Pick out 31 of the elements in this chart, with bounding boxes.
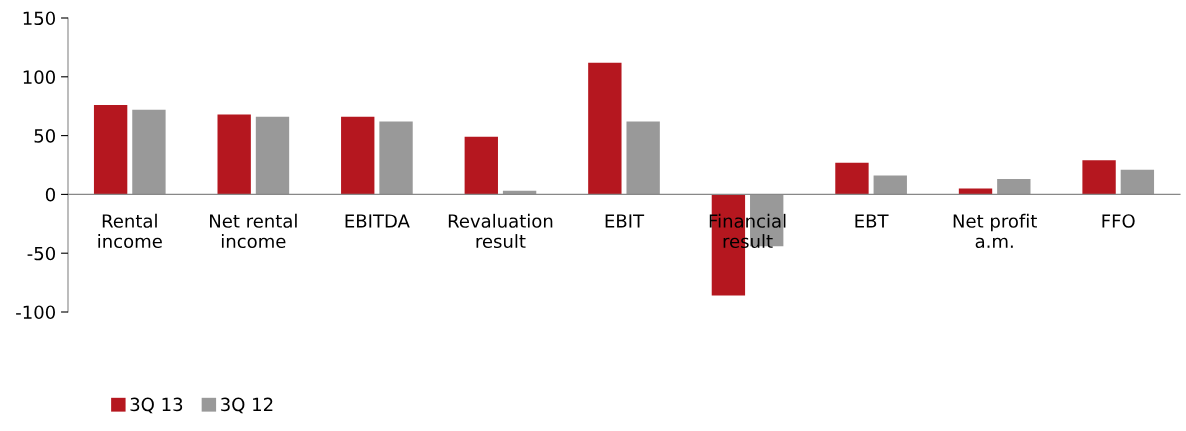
legend-label: 3Q 12: [221, 397, 273, 414]
y-tick-label: -50: [27, 246, 55, 261]
bar: [588, 62, 622, 195]
x-tick-label: EBT: [855, 214, 889, 228]
y-tick-label: 50: [34, 129, 55, 143]
bar: [626, 121, 660, 195]
x-tick-label: EBIT: [605, 214, 645, 228]
bar: [835, 162, 869, 195]
bar: [1082, 160, 1116, 195]
bar: [341, 116, 375, 195]
bar: [93, 105, 128, 195]
y-tick-label: -100: [16, 305, 55, 320]
x-tick-label: Financial result: [709, 213, 786, 249]
bar: [997, 179, 1031, 195]
bar: [132, 109, 166, 195]
bar: [379, 121, 413, 195]
y-tick-label: 100: [23, 70, 55, 84]
bar: [1120, 169, 1155, 195]
x-tick-label: EBITDA: [345, 214, 410, 228]
x-tick-label: Net rental income: [210, 213, 297, 249]
x-tick-label: FFO: [1102, 214, 1135, 228]
y-tick-label: 0: [45, 187, 55, 202]
x-tick-label: Revaluation result: [448, 213, 553, 249]
y-tick-label: 150: [23, 11, 55, 26]
x-tick-label: Rental income: [98, 213, 162, 249]
legend-label: 3Q 13: [130, 397, 183, 414]
bar: [873, 175, 907, 195]
bar: [464, 136, 498, 195]
x-tick-label: Net profit a.m.: [953, 213, 1037, 249]
bar: [217, 114, 251, 195]
bar: [255, 116, 290, 195]
